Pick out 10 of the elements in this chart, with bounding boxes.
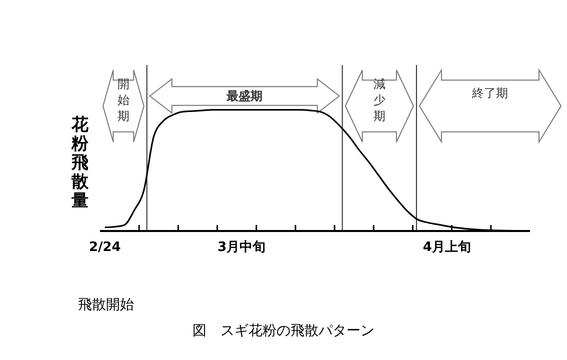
x-tick-label: 2/24 <box>88 240 121 255</box>
text: 最盛期 <box>226 89 263 103</box>
annotation: 減少期 <box>373 77 386 123</box>
text: 図 スギ花粉の飛散パターン <box>192 322 376 340</box>
annotation: 開始期 <box>117 77 130 123</box>
y-axis-title: 花粉飛散量 <box>70 115 90 211</box>
text: 終了期 <box>471 86 508 100</box>
text: 飛散開始 <box>78 296 134 314</box>
x-tick-label: 4月上旬 <box>422 240 471 255</box>
x-tick-label: 3月中旬 <box>218 240 266 255</box>
